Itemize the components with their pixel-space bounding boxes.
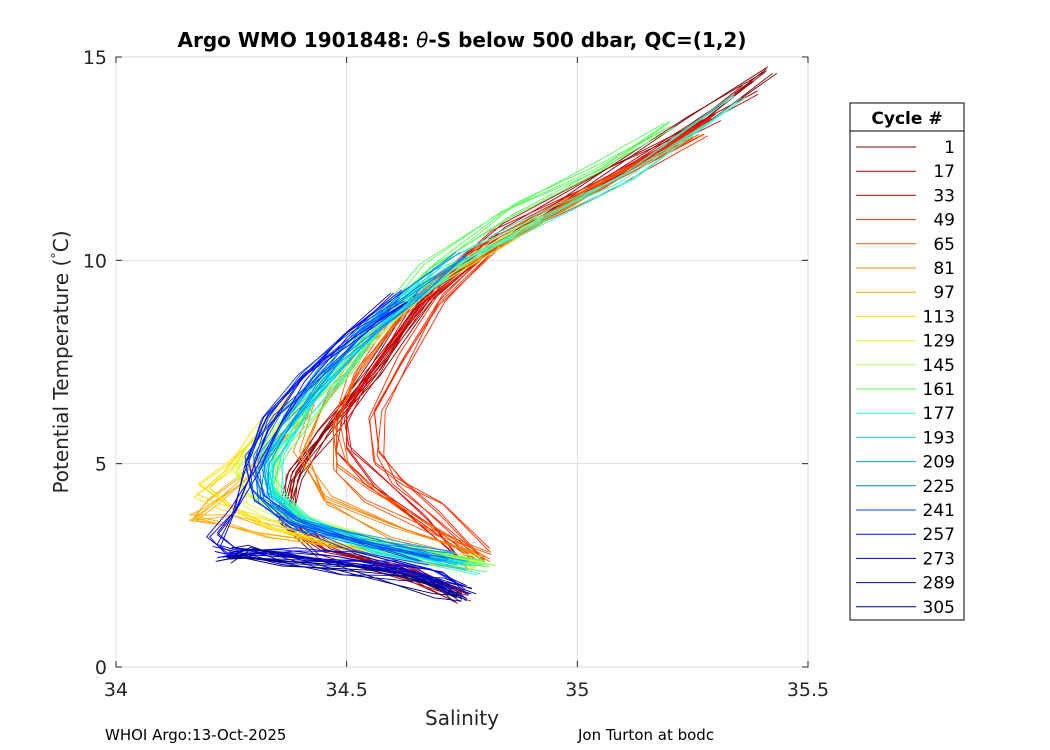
series-cycle-305 — [215, 547, 463, 603]
profile-line — [253, 300, 420, 562]
legend-entry-209: 209 — [856, 453, 955, 473]
profile-line — [368, 135, 708, 549]
profile-line — [247, 302, 429, 566]
footer-source: WHOI Argo:13-Oct-2025 — [105, 726, 287, 744]
footer-author: Jon Turton at bodc — [578, 726, 715, 744]
legend-label: 145 — [923, 356, 955, 376]
legend-entry-113: 113 — [856, 307, 955, 327]
legend-label: 129 — [923, 332, 955, 352]
profile-line — [216, 301, 453, 596]
y-tick-label: 10 — [83, 250, 107, 272]
legend-label: 193 — [923, 428, 955, 448]
series-group — [189, 66, 778, 604]
profile-line — [266, 107, 732, 575]
profile-line — [222, 552, 457, 599]
profile-line — [227, 547, 459, 597]
legend-label: 1 — [944, 138, 955, 158]
series-cycle-65 — [332, 133, 704, 563]
legend-entry-273: 273 — [856, 549, 955, 569]
legend-entry-1: 1 — [856, 138, 955, 158]
chart-title: Argo WMO 1901848: θ-S below 500 dbar, QC… — [178, 28, 747, 52]
legend-label: 305 — [923, 598, 955, 618]
legend-label: 225 — [923, 477, 955, 497]
legend-title: Cycle # — [871, 109, 942, 129]
legend-label: 177 — [923, 404, 955, 424]
x-tick-label: 34.5 — [326, 679, 368, 701]
profile-line — [335, 117, 712, 562]
legend-entry-289: 289 — [856, 574, 955, 594]
legend-items: 1 17 33 49 65 81 97 113 129 145 161 177 193 209 225 241… — [856, 138, 955, 618]
profile-line — [193, 413, 467, 562]
legend-label: 241 — [923, 501, 955, 521]
legend-label: 161 — [923, 380, 955, 400]
legend-entry-65: 65 — [856, 235, 955, 255]
legend-label: 81 — [933, 259, 955, 279]
legend-label: 97 — [933, 283, 955, 303]
legend-label: 289 — [923, 574, 955, 594]
profile-line — [216, 556, 461, 603]
profile-line — [333, 136, 688, 556]
legend-label: 33 — [933, 186, 955, 206]
legend-entry-257: 257 — [856, 525, 955, 545]
x-tick-label: 34 — [104, 679, 128, 701]
profile-line — [332, 135, 693, 563]
legend-label: 65 — [933, 235, 955, 255]
profile-line — [333, 133, 704, 562]
profile-line — [281, 68, 767, 594]
legend-label: 17 — [933, 162, 955, 182]
legend-label: 113 — [923, 307, 955, 327]
x-tick-label: 35 — [565, 679, 589, 701]
profile-line — [253, 255, 466, 555]
legend-entry-193: 193 — [856, 428, 955, 448]
legend: Cycle # 1 17 33 49 65 81 97 113 129 145 161 177 193 2… — [849, 102, 965, 621]
plot-area: 34 34.5 35 35.5 0 5 10 15 — [83, 47, 829, 701]
legend-entry-161: 161 — [856, 380, 955, 400]
legend-label: 273 — [923, 549, 955, 569]
x-axis-label: Salinity — [425, 706, 499, 730]
y-axis-label: Potential Temperature (°C) — [49, 230, 73, 493]
y-tick-label: 5 — [95, 454, 107, 476]
legend-label: 257 — [923, 525, 955, 545]
y-tick-label: 15 — [83, 47, 107, 69]
legend-entry-81: 81 — [856, 259, 955, 279]
legend-entry-17: 17 — [856, 162, 955, 182]
legend-entry-305: 305 — [856, 598, 955, 618]
legend-entry-49: 49 — [856, 211, 955, 231]
legend-entry-33: 33 — [856, 186, 955, 206]
legend-entry-225: 225 — [856, 477, 955, 497]
legend-entry-145: 145 — [856, 356, 955, 376]
y-tick-label: 0 — [95, 657, 107, 679]
plot-frame — [115, 56, 809, 668]
x-tick-label: 35.5 — [787, 679, 829, 701]
profile-line — [209, 406, 461, 562]
profile-line — [244, 297, 433, 570]
legend-label: 49 — [933, 211, 955, 231]
axis-ticks: 34 34.5 35 35.5 0 5 10 15 — [83, 47, 829, 701]
legend-entry-97: 97 — [856, 283, 955, 303]
legend-entry-129: 129 — [856, 332, 955, 352]
legend-entry-241: 241 — [856, 501, 955, 521]
legend-label: 209 — [923, 453, 955, 473]
profile-line — [206, 292, 462, 587]
legend-entry-177: 177 — [856, 404, 955, 424]
